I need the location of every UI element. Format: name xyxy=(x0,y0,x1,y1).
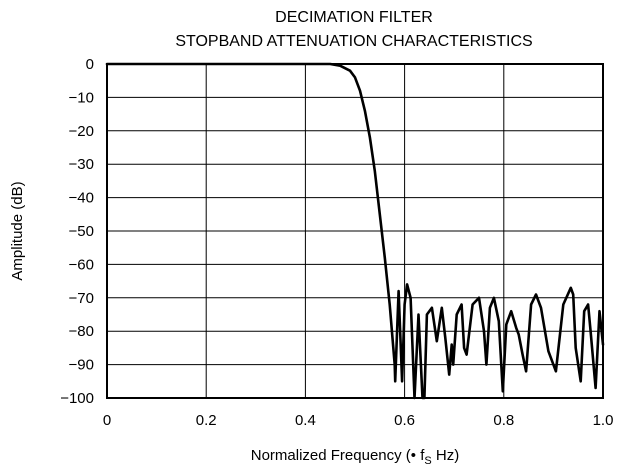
y-tick-label: −30 xyxy=(69,156,94,173)
attenuation-curve xyxy=(105,62,605,400)
chart-title: DECIMATION FILTER xyxy=(275,9,433,26)
x-axis-label-prefix: Normalized Frequency (• f xyxy=(251,447,425,464)
x-tick-label: 0.4 xyxy=(295,412,316,429)
y-tick-label: −20 xyxy=(69,123,94,140)
x-tick-label: 0.8 xyxy=(493,412,514,429)
x-tick-label: 0.2 xyxy=(196,412,217,429)
y-axis-ticks: 0 −10 −20 −30 −40 −50 −60 −70 −80 −90 −100 xyxy=(60,56,94,407)
chart-subtitle: STOPBAND ATTENUATION CHARACTERISTICS xyxy=(175,33,532,50)
y-axis-label: Amplitude (dB) xyxy=(9,181,26,280)
plot-frame xyxy=(106,63,604,399)
x-tick-label: 1.0 xyxy=(593,412,614,429)
y-tick-label: 0 xyxy=(86,56,94,73)
y-tick-label: −10 xyxy=(69,89,94,106)
x-axis-label: Normalized Frequency (• fS Hz) xyxy=(251,447,460,467)
x-axis-ticks: 0 0.2 0.4 0.6 0.8 1.0 xyxy=(103,412,614,429)
y-tick-label: −90 xyxy=(69,357,94,374)
y-tick-label: −50 xyxy=(69,223,94,240)
y-tick-label: −80 xyxy=(69,323,94,340)
y-tick-label: −70 xyxy=(69,290,94,307)
x-axis-label-suffix: Hz) xyxy=(432,447,460,464)
x-axis-label-subscript: S xyxy=(424,455,431,467)
x-tick-label: 0.6 xyxy=(394,412,415,429)
y-tick-label: −60 xyxy=(69,256,94,273)
x-tick-label: 0 xyxy=(103,412,111,429)
y-tick-label: −100 xyxy=(60,390,94,407)
y-tick-label: −40 xyxy=(69,190,94,207)
